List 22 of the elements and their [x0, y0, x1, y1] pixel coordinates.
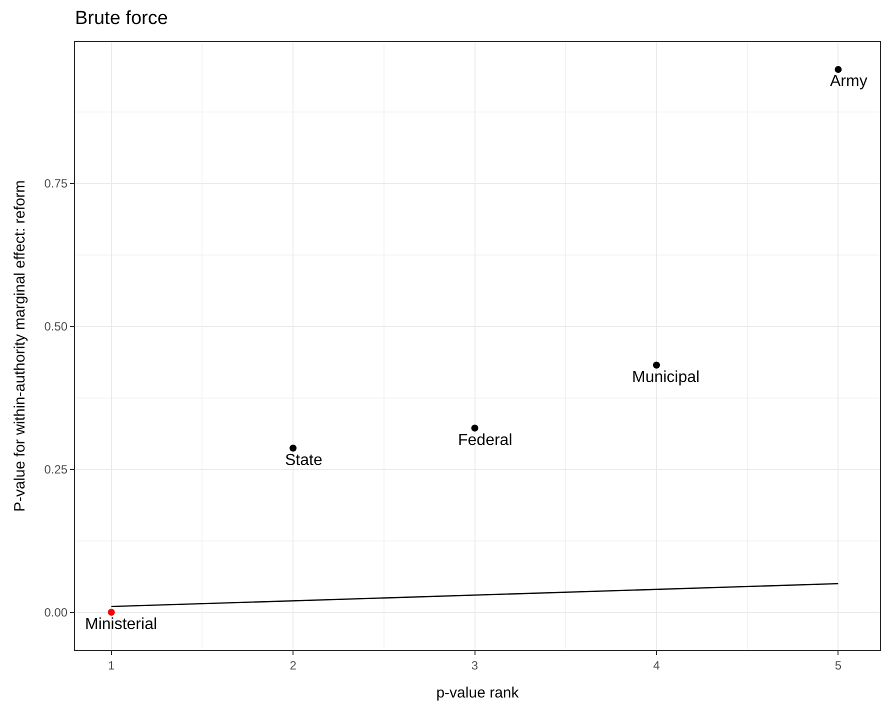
annotation: Municipal [632, 369, 700, 386]
x-tick-label: 5 [834, 658, 842, 672]
point [108, 608, 115, 616]
point [834, 66, 842, 73]
point [290, 444, 297, 452]
x-tick-label: 4 [653, 658, 660, 672]
point [652, 362, 660, 369]
y-tick-label: 0.25 [44, 462, 68, 476]
x-tick-label: 3 [471, 658, 478, 672]
x-tick-label: 1 [108, 658, 115, 672]
y-axis-title: P-value for within-authority marginal effect: reform [11, 180, 28, 512]
y-tick-label: 0.50 [44, 319, 68, 334]
x-axis-title: p-value rank [436, 684, 520, 702]
annotation: Federal [458, 432, 512, 449]
point [471, 424, 478, 432]
chart-title: Brute force [74, 8, 168, 29]
y-tick-label: 0.00 [44, 605, 68, 620]
annotation: Army [830, 73, 868, 90]
annotation: State [285, 452, 322, 469]
annotation: Ministerial [85, 616, 158, 633]
x-tick-label: 2 [290, 658, 297, 672]
y-tick-label: 0.75 [44, 176, 68, 190]
